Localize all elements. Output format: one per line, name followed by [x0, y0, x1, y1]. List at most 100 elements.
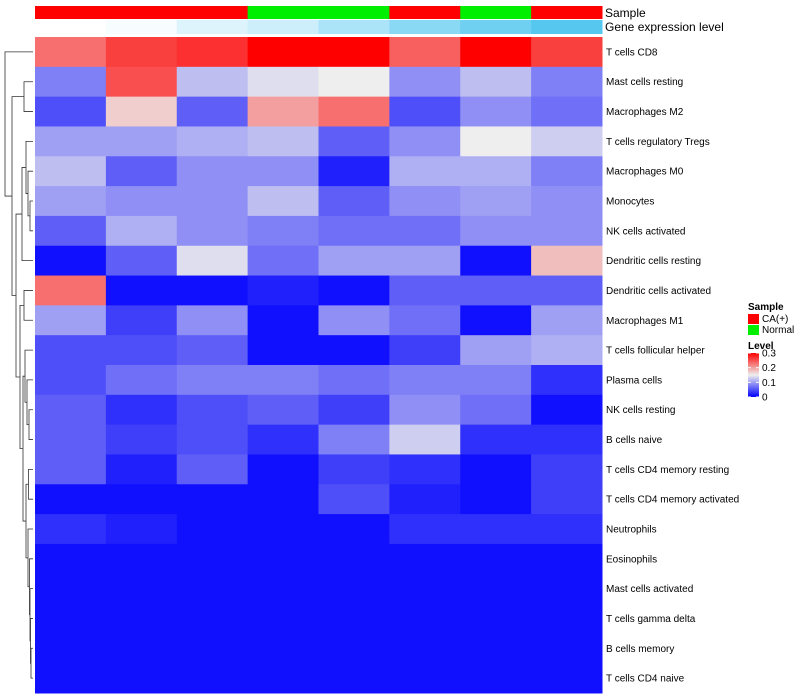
heatmap-cell	[531, 126, 603, 157]
heatmap-cell	[318, 66, 390, 98]
heatmap-cell	[35, 424, 107, 455]
heatmap-cell	[318, 126, 390, 157]
heatmap-cell	[247, 514, 319, 545]
heatmap-cell	[531, 96, 603, 127]
heatmap-cell	[176, 126, 249, 157]
sample-track-cell	[460, 6, 532, 19]
heatmap-cell	[176, 245, 249, 277]
heatmap-cell	[35, 573, 107, 605]
heatmap-cell	[247, 215, 319, 247]
expression-track-cell	[105, 20, 178, 34]
row-label: T cells follicular helper	[606, 346, 705, 357]
heatmap-cell	[460, 126, 532, 157]
dendrogram-branch	[23, 81, 33, 112]
row-label: Macrophages M0	[606, 167, 684, 178]
heatmap-cells	[35, 37, 603, 694]
heatmap-cell	[247, 126, 319, 157]
heatmap-cell	[176, 215, 249, 247]
row-label: B cells naive	[606, 435, 663, 446]
legend: Sample CA(+)Normal Level 0.3 0.2 0.1 0	[748, 302, 794, 404]
heatmap-cell	[531, 305, 603, 336]
heatmap-cell	[389, 96, 461, 127]
heatmap-cell	[105, 543, 178, 575]
row-label: T cells CD4 memory resting	[606, 465, 729, 476]
heatmap-cell	[389, 543, 461, 575]
heatmap-cell	[531, 215, 603, 247]
heatmap-cell	[531, 275, 603, 306]
heatmap-cell	[318, 514, 390, 545]
heatmap-cell	[531, 454, 603, 485]
heatmap-cell	[389, 663, 461, 694]
heatmap-cell	[35, 275, 107, 306]
expression-track-cell	[35, 20, 107, 34]
heatmap-cell	[105, 96, 178, 127]
sample-track-cell	[35, 6, 107, 19]
heatmap-cell	[35, 633, 107, 664]
row-label: Macrophages M1	[606, 316, 684, 327]
heatmap-cell	[460, 394, 532, 426]
heatmap-cell	[460, 335, 532, 366]
heatmap-cell	[460, 633, 532, 664]
heatmap-cell	[318, 305, 390, 336]
heatmap-cell	[176, 335, 249, 366]
heatmap-cell	[247, 245, 319, 277]
dendrogram-branch	[26, 379, 33, 426]
heatmap-cell	[35, 126, 107, 157]
heatmap-cell	[460, 215, 532, 247]
sample-track-label: Sample	[605, 6, 646, 20]
heatmap-cell	[35, 37, 107, 68]
heatmap-cell	[176, 275, 249, 306]
dendrogram-branch	[23, 290, 33, 321]
sample-legend-title: Sample	[748, 302, 784, 313]
heatmap-cell	[389, 335, 461, 366]
heatmap-cell	[35, 663, 107, 694]
heatmap-cell	[247, 365, 319, 396]
sample-track-cell	[318, 6, 390, 19]
heatmap-cell	[247, 66, 319, 98]
heatmap-cell	[247, 96, 319, 127]
heatmap-cell	[318, 663, 390, 694]
row-label: T cells CD4 memory activated	[606, 495, 739, 506]
row-labels: T cells CD8 Mast cells resting Macrophages…	[606, 47, 739, 684]
heatmap-cell	[531, 66, 603, 98]
heatmap-cell	[318, 245, 390, 277]
expression-track-cell	[247, 20, 319, 34]
heatmap-cell	[389, 484, 461, 515]
heatmap-cell	[176, 96, 249, 127]
heatmap-cell	[318, 96, 390, 127]
row-label: Plasma cells	[606, 375, 662, 386]
heatmap-cell	[35, 186, 107, 217]
row-label: NK cells activated	[606, 226, 685, 237]
sample-track-cell	[247, 6, 319, 19]
heatmap-cell	[176, 633, 249, 664]
heatmap-cell	[460, 603, 532, 634]
level-tick-label: 0.2	[762, 363, 776, 374]
heatmap-cell	[247, 275, 319, 306]
row-label: T cells regulatory Tregs	[606, 137, 710, 148]
heatmap-cell	[531, 573, 603, 605]
heatmap-cell	[531, 603, 603, 634]
heatmap-cell	[247, 424, 319, 455]
gene-expression-track-label: Gene expression level	[605, 20, 724, 34]
heatmap-cell	[35, 543, 107, 575]
heatmap-cell	[247, 37, 319, 68]
heatmap-cell	[531, 514, 603, 545]
heatmap-cell	[247, 484, 319, 515]
row-label: Dendritic cells activated	[606, 286, 711, 297]
dendrogram-branch	[30, 647, 33, 679]
expression-track-cell	[318, 20, 390, 34]
heatmap-cell	[531, 663, 603, 694]
heatmap-cell	[318, 603, 390, 634]
sample-track-cell	[105, 6, 178, 19]
row-label: Mast cells resting	[606, 77, 683, 88]
heatmap-cell	[176, 484, 249, 515]
heatmap-cell	[389, 603, 461, 634]
heatmap-cell	[105, 573, 178, 605]
expression-track-cell	[460, 20, 532, 34]
dendrogram-branch	[4, 51, 33, 197]
heatmap-cell	[35, 156, 107, 187]
level-tick-label: 0.3	[762, 349, 776, 360]
heatmap-cell	[35, 454, 107, 485]
heatmap-cell	[247, 305, 319, 336]
heatmap-cell	[105, 394, 178, 426]
